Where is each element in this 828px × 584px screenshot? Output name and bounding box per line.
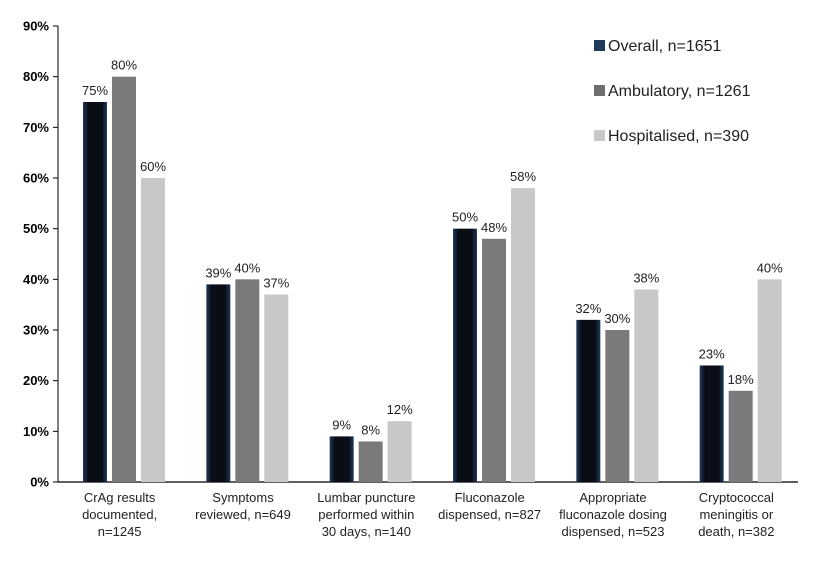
category-label: Symptoms	[212, 490, 274, 505]
category-label: meningitis or	[699, 507, 773, 522]
bar-hospitalised	[264, 294, 289, 482]
data-label: 38%	[633, 270, 659, 285]
legend-marker	[594, 40, 605, 51]
data-label: 32%	[575, 301, 601, 316]
data-label: 12%	[387, 402, 413, 417]
bar-ambulatory	[112, 76, 136, 483]
bar-overall	[576, 319, 601, 482]
category-label: 30 days, n=140	[322, 524, 411, 539]
legend-label: Ambulatory, n=1261	[608, 83, 751, 100]
category-label: fluconazole dosing	[559, 507, 667, 522]
category-label: performed within	[318, 507, 414, 522]
data-label: 8%	[361, 422, 380, 437]
bar-hospitalised	[141, 178, 165, 482]
category-label: Appropriate	[579, 490, 646, 505]
category-label: CrAg results	[84, 490, 156, 505]
bar-ambulatory	[605, 330, 630, 482]
bar-ambulatory	[728, 390, 753, 482]
data-label: 50%	[452, 210, 478, 225]
category-label: dispensed, n=827	[438, 507, 541, 522]
data-label: 40%	[234, 260, 260, 275]
category-label: death, n=382	[698, 524, 774, 539]
data-label: 30%	[604, 311, 630, 326]
y-tick-label: 50%	[23, 221, 49, 236]
bar-ambulatory	[358, 441, 383, 482]
category-label: documented,	[82, 507, 157, 522]
data-label: 48%	[481, 220, 507, 235]
bar-ambulatory	[482, 238, 506, 482]
y-tick-label: 70%	[23, 120, 49, 135]
bar-ambulatory	[235, 279, 260, 482]
bar-overall	[206, 284, 231, 482]
category-label: Fluconazole	[455, 490, 525, 505]
data-label: 37%	[263, 276, 289, 291]
data-label: 39%	[205, 265, 231, 280]
data-label: 58%	[510, 169, 536, 184]
bar-hospitalised	[387, 421, 412, 482]
bar-hospitalised	[634, 289, 659, 482]
y-tick-label: 0%	[30, 475, 49, 490]
data-label: 40%	[757, 260, 783, 275]
data-label: 60%	[140, 159, 166, 174]
category-label: dispensed, n=523	[561, 524, 664, 539]
legend-marker	[594, 85, 605, 96]
y-tick-label: 60%	[23, 171, 49, 186]
data-label: 23%	[699, 346, 725, 361]
category-label: Cryptococcal	[699, 490, 774, 505]
category-label: n=1245	[98, 524, 142, 539]
category-label: Lumbar puncture	[317, 490, 415, 505]
data-label: 80%	[111, 58, 137, 73]
category-label: reviewed, n=649	[195, 507, 291, 522]
bar-overall	[699, 365, 724, 482]
data-label: 18%	[728, 372, 754, 387]
data-label: 9%	[332, 417, 351, 432]
bar-hospitalised	[757, 279, 782, 482]
legend-marker	[594, 130, 605, 141]
bar-overall	[453, 228, 477, 482]
legend-label: Hospitalised, n=390	[608, 128, 749, 145]
bar-overall	[83, 102, 107, 482]
bar-hospitalised	[511, 188, 535, 482]
y-tick-label: 40%	[23, 272, 49, 287]
y-tick-label: 20%	[23, 373, 49, 388]
y-tick-label: 80%	[23, 69, 49, 84]
y-tick-label: 10%	[23, 424, 49, 439]
y-tick-label: 90%	[23, 19, 49, 34]
legend-label: Overall, n=1651	[608, 38, 722, 55]
bar-overall	[329, 436, 354, 482]
y-tick-label: 30%	[23, 323, 49, 338]
data-label: 75%	[82, 83, 108, 98]
